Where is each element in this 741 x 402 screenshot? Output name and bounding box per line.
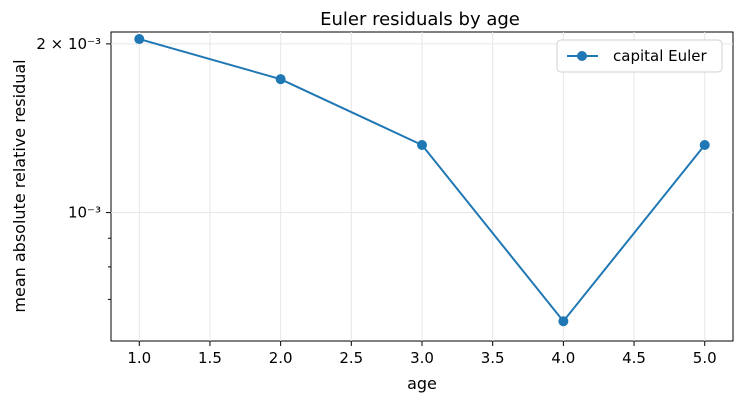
x-tick-label: 2.0: [269, 349, 293, 367]
y-axis: 2 × 10⁻³ 10⁻³: [36, 35, 111, 300]
x-axis-label: age: [407, 374, 437, 393]
data-point-age-2: [275, 74, 286, 85]
series-layer: [134, 34, 710, 327]
y-axis-label: mean absolute relative residual: [10, 59, 29, 312]
data-point-age-4: [558, 316, 569, 327]
plot-area: [110, 31, 734, 342]
y-tick-label: 10⁻³: [68, 204, 101, 222]
legend-box: [556, 39, 723, 73]
legend-marker: [577, 51, 587, 61]
data-point-age-1: [134, 34, 145, 45]
x-tick-label: 1.5: [198, 349, 222, 367]
y-tick-label: 2 × 10⁻³: [36, 35, 101, 53]
legend-label: capital Euler: [613, 47, 708, 65]
data-point-age-3: [417, 140, 427, 151]
x-tick-label: 5.0: [693, 349, 717, 367]
legend: capital Euler: [556, 39, 723, 73]
data-point-age-5: [699, 140, 710, 151]
x-tick-label: 3.0: [410, 349, 434, 367]
x-tick-label: 3.5: [481, 349, 505, 367]
x-tick-label: 2.5: [339, 349, 363, 367]
x-axis: 1.0 1.5 2.0 2.5 3.0 3.5 4.0 4.5 5.0: [127, 341, 717, 367]
grid-layer: [111, 32, 733, 341]
chart-title: Euler residuals by age: [320, 9, 520, 30]
x-tick-label: 4.5: [622, 349, 646, 367]
x-tick-label: 1.0: [127, 349, 151, 367]
x-tick-label: 4.0: [551, 349, 575, 367]
